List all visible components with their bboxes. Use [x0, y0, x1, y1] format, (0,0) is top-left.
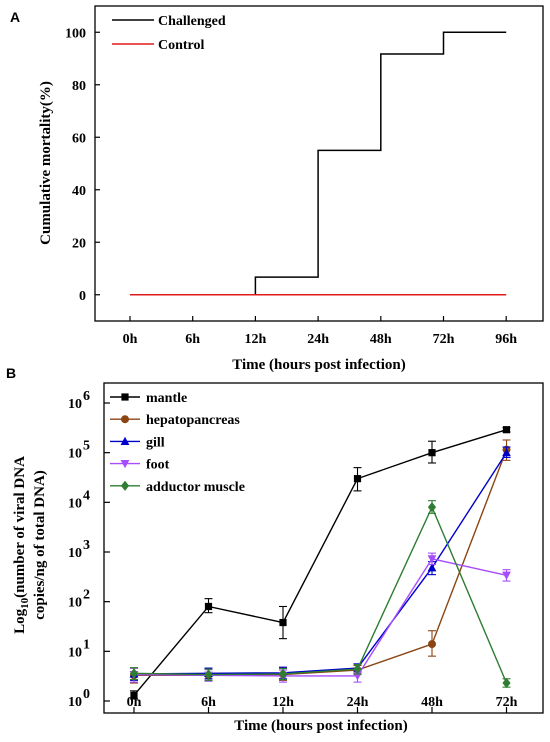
legend-marker-hepatopancreas — [121, 415, 129, 424]
panel-b-y-axis-label-line1: Log10(number of viral DNA — [12, 456, 31, 634]
y-tick-exponent: 2 — [83, 588, 90, 603]
data-point-hepatopancreas — [428, 640, 436, 649]
y-tick-label: 10 — [68, 397, 82, 412]
panel-a-x-axis-label: Time (hours post infection) — [232, 357, 405, 373]
panel-b-x-axis-label: Time (hours post infection) — [234, 718, 407, 734]
series-line-foot — [133, 557, 507, 677]
data-point-mantle — [428, 449, 436, 457]
data-point-foot — [502, 571, 511, 580]
panel-a-y-axis: 0 20 40 60 80 100 — [65, 26, 100, 304]
data-point-foot — [427, 555, 437, 564]
data-point-adductor-muscle — [353, 663, 362, 675]
panel-a-letter: A — [10, 9, 20, 25]
y-tick-exponent: 1 — [83, 637, 90, 652]
data-point-mantle — [353, 475, 362, 483]
y-tick-label: 10 — [68, 496, 82, 511]
data-point-mantle — [502, 426, 511, 434]
series-hepatopancreas — [130, 439, 511, 684]
y-tick-label: 10 — [68, 695, 82, 710]
x-tick-label: 0h — [123, 332, 138, 347]
y-tick-exponent: 4 — [83, 488, 90, 503]
y-tick-exponent: 5 — [83, 439, 90, 454]
legend-label: hepatopancreas — [146, 413, 240, 428]
y-tick-label: 20 — [72, 236, 86, 251]
legend-label: Control — [158, 38, 205, 53]
y-tick-label: 60 — [72, 131, 86, 146]
panel-b-x-axis: 0h 6h 12h 24h 48h 72h — [127, 695, 518, 713]
legend-label: gill — [146, 435, 165, 450]
legend-label: mantle — [146, 391, 187, 406]
y-tick-exponent: 0 — [83, 687, 90, 702]
x-tick-label: 12h — [272, 695, 294, 710]
data-point-mantle — [279, 618, 287, 627]
series-foot — [129, 552, 511, 683]
panel-b-series — [129, 426, 511, 700]
legend-marker-adductor-muscle — [120, 480, 130, 491]
legend-marker-mantle — [121, 393, 129, 401]
x-tick-label: 72h — [433, 332, 455, 347]
x-tick-label: 48h — [370, 332, 392, 347]
panel-a-legend: Challenged Control — [112, 14, 226, 53]
panel-b-y-axis-label-line2: copies/ng of total DNA) — [32, 470, 48, 620]
y-tick-label: 10 — [68, 645, 82, 660]
legend-marker-gill — [120, 436, 130, 445]
panel-b-letter: B — [6, 365, 16, 381]
series-mantle — [130, 426, 511, 700]
y-tick-label: 100 — [65, 26, 86, 41]
y-tick-exponent: 6 — [83, 389, 90, 404]
y-tick-label: 10 — [68, 447, 82, 462]
x-tick-label: 6h — [201, 695, 216, 710]
data-point-adductor-muscle — [204, 669, 213, 680]
x-tick-label: 24h — [307, 332, 329, 347]
panel-a-y-axis-label: Cumulative mortality(%) — [38, 81, 54, 245]
legend-marker-foot — [120, 460, 130, 469]
data-point-mantle — [130, 691, 138, 699]
legend-label: adductor muscle — [146, 480, 245, 495]
y-tick-label: 0 — [79, 289, 86, 304]
data-point-gill — [427, 563, 437, 572]
x-tick-label: 24h — [347, 695, 369, 710]
legend-label: foot — [146, 458, 170, 473]
panel-b-legend: mantle hepatopancreas gill foot adductor mus… — [110, 391, 245, 495]
series-line-mantle — [133, 429, 507, 696]
data-point-adductor-muscle — [129, 668, 139, 679]
panel-a-series — [130, 31, 507, 296]
data-point-adductor-muscle — [427, 502, 437, 513]
series-line-adductor-muscle — [133, 505, 508, 684]
data-point-adductor-muscle — [278, 668, 288, 680]
data-point-adductor-muscle — [502, 677, 511, 689]
y-tick-exponent: 3 — [83, 538, 90, 553]
x-tick-label: 72h — [496, 695, 518, 710]
panel-a-plot-frame — [94, 5, 544, 322]
y-tick-label: 80 — [72, 79, 86, 94]
series-line-gill — [133, 452, 508, 675]
panel-b-plot-frame — [103, 382, 544, 714]
data-point-gill — [502, 448, 511, 457]
x-tick-label: 12h — [245, 332, 267, 347]
x-tick-label: 48h — [421, 695, 443, 710]
panel-a-chart: A 0 20 40 60 80 100 0h 6h 12h 24h 48h 72h 96h Cumul… — [10, 5, 544, 373]
x-tick-label: 96h — [495, 332, 517, 347]
data-point-mantle — [204, 602, 213, 611]
series-adductor-muscle — [129, 500, 511, 689]
y-tick-label: 10 — [68, 546, 82, 561]
panel-a-x-axis: 0h 6h 12h 24h 48h 72h 96h — [123, 316, 517, 347]
x-tick-label: 6h — [185, 332, 200, 347]
y-tick-label: 40 — [72, 184, 86, 199]
y-tick-label: 10 — [68, 596, 82, 611]
series-line-challenged — [130, 31, 507, 296]
legend-label: Challenged — [158, 14, 226, 29]
panel-b-y-axis-label: Log10(number of viral DNA copies/ng of t… — [12, 456, 48, 634]
